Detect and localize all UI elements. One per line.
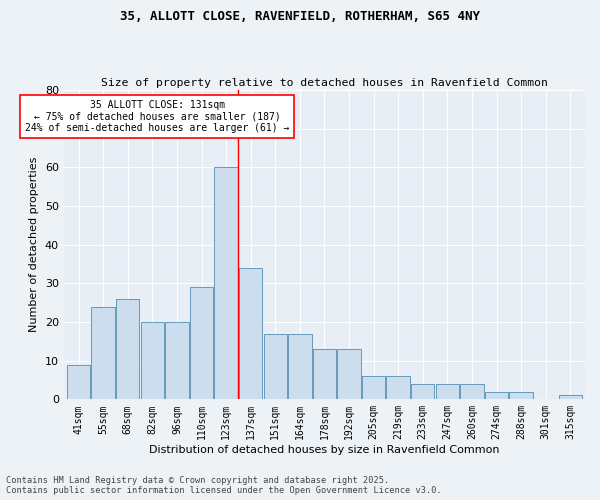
Bar (362, 376, 385, 400)
Bar (214, 168, 238, 400)
Bar (91, 306, 115, 400)
Bar (116, 299, 139, 400)
Bar (436, 384, 459, 400)
Bar (460, 384, 484, 400)
Bar (288, 334, 311, 400)
Bar (239, 268, 262, 400)
Bar (509, 392, 533, 400)
Bar (337, 349, 361, 400)
Bar (411, 384, 434, 400)
Bar (165, 322, 188, 400)
X-axis label: Distribution of detached houses by size in Ravenfield Common: Distribution of detached houses by size … (149, 445, 500, 455)
Bar (559, 396, 582, 400)
Text: 35 ALLOTT CLOSE: 131sqm
← 75% of detached houses are smaller (187)
24% of semi-d: 35 ALLOTT CLOSE: 131sqm ← 75% of detache… (25, 100, 289, 133)
Bar (313, 349, 336, 400)
Bar (190, 288, 213, 400)
Bar (263, 334, 287, 400)
Title: Size of property relative to detached houses in Ravenfield Common: Size of property relative to detached ho… (101, 78, 548, 88)
Bar (485, 392, 508, 400)
Bar (140, 322, 164, 400)
Bar (67, 364, 90, 400)
Y-axis label: Number of detached properties: Number of detached properties (29, 157, 39, 332)
Bar (386, 376, 410, 400)
Text: 35, ALLOTT CLOSE, RAVENFIELD, ROTHERHAM, S65 4NY: 35, ALLOTT CLOSE, RAVENFIELD, ROTHERHAM,… (120, 10, 480, 23)
Text: Contains HM Land Registry data © Crown copyright and database right 2025.
Contai: Contains HM Land Registry data © Crown c… (6, 476, 442, 495)
